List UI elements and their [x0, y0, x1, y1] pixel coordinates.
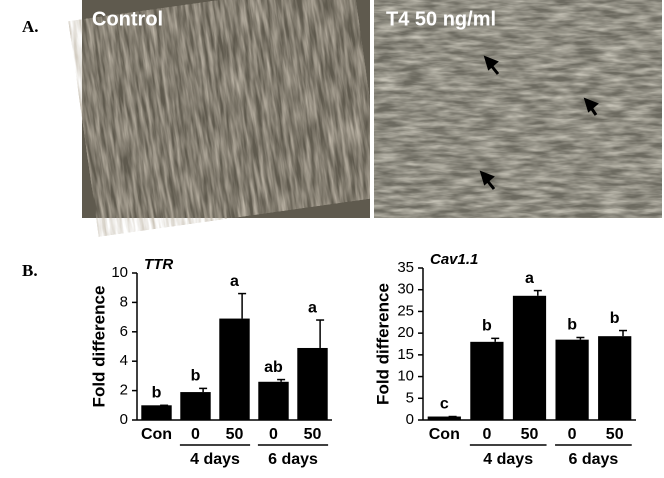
y-tick-label: 35 — [397, 259, 414, 276]
image-label: T4 50 ng/ml — [386, 8, 496, 30]
group-label: 4 days — [190, 451, 240, 468]
significance-letter: ab — [264, 359, 283, 376]
bar — [258, 381, 289, 420]
x-tick-label: Con — [429, 426, 460, 443]
y-tick-label: 5 — [406, 389, 414, 406]
x-tick-label: 0 — [568, 426, 577, 443]
significance-letter: a — [308, 299, 317, 316]
arrows — [479, 55, 599, 190]
y-tick-label: 0 — [120, 411, 128, 428]
x-tick-label: 0 — [269, 426, 278, 443]
image-label: Control — [92, 8, 163, 30]
group-label: 4 days — [483, 451, 533, 468]
x-tick-label: 50 — [304, 426, 322, 443]
significance-letter: b — [567, 317, 577, 334]
x-tick-label: 50 — [226, 426, 244, 443]
micrograph — [68, 0, 384, 237]
y-tick-label: 4 — [120, 352, 128, 369]
y-tick-label: 6 — [120, 323, 128, 340]
bar — [512, 295, 547, 420]
significance-letter: b — [152, 385, 162, 402]
bar — [470, 341, 504, 420]
y-tick-label: 10 — [397, 368, 414, 385]
panel-label: A. — [22, 17, 39, 36]
micrograph — [374, 0, 662, 218]
y-tick-label: 30 — [397, 281, 414, 298]
significance-letter: a — [525, 270, 534, 287]
significance-letter: b — [610, 310, 620, 327]
group-label: 6 days — [568, 451, 618, 468]
bar — [427, 416, 461, 420]
significance-letter: b — [482, 318, 492, 335]
bar — [598, 336, 632, 420]
x-tick-label: 0 — [191, 426, 200, 443]
x-tick-label: 0 — [482, 426, 491, 443]
x-tick-label: Con — [141, 426, 172, 443]
significance-letter: b — [191, 368, 201, 385]
chart-title: Cav1.1 — [430, 251, 478, 268]
bar — [297, 347, 328, 420]
bar — [141, 405, 172, 420]
y-tick-label: 25 — [397, 302, 414, 319]
x-tick-label: 50 — [606, 426, 624, 443]
y-axis-label: Fold difference — [373, 283, 392, 405]
y-tick-label: 8 — [120, 293, 128, 310]
group-label: 6 days — [268, 451, 318, 468]
significance-letter: c — [440, 396, 449, 413]
panel-label: B. — [22, 261, 38, 280]
y-axis-label: Fold difference — [89, 286, 108, 408]
x-tick-label: 50 — [521, 426, 539, 443]
bar — [180, 392, 211, 420]
bar — [555, 339, 589, 420]
significance-letter: a — [230, 273, 239, 290]
y-tick-label: 10 — [111, 264, 128, 281]
chart-title: TTR — [144, 256, 173, 273]
y-tick-label: 2 — [120, 382, 128, 399]
y-tick-label: 15 — [397, 346, 414, 363]
y-tick-label: 0 — [406, 411, 414, 428]
bar — [219, 318, 250, 420]
y-tick-label: 20 — [397, 324, 414, 341]
